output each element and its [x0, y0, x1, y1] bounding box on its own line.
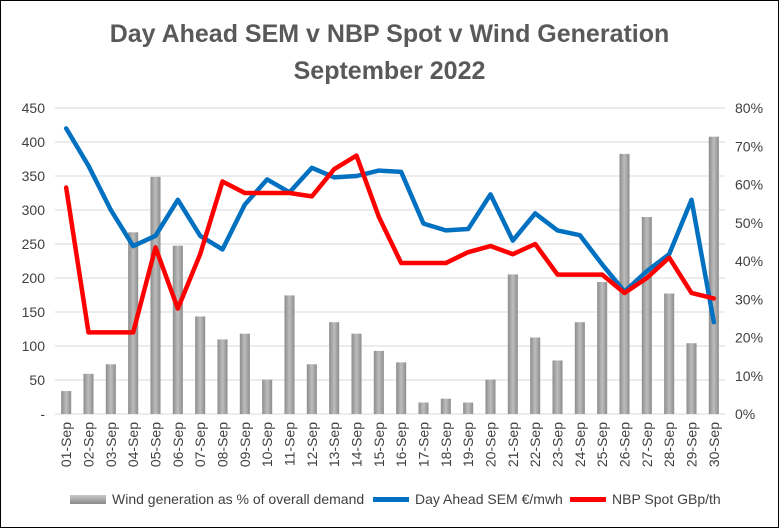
x-axis-tick-label: 23-Sep [550, 422, 566, 467]
right-axis-tick-label: 20% [735, 330, 763, 346]
x-axis-tick-label: 27-Sep [639, 422, 655, 467]
left-axis-tick-label: 300 [22, 202, 46, 218]
x-axis-tick-label: 30-Sep [706, 422, 722, 467]
left-axis-tick-label: 150 [22, 304, 46, 320]
bar-wind-generation [552, 360, 563, 414]
legend-label-nbp: NBP Spot GBp/th [612, 491, 721, 507]
legend-swatch-sem [373, 496, 409, 502]
left-axis-tick-label: 450 [22, 100, 46, 116]
x-axis-tick-label: 05-Sep [148, 422, 164, 467]
left-axis-tick-label: 50 [29, 372, 45, 388]
x-axis-tick-label: 25-Sep [594, 422, 610, 467]
bar-wind-generation [686, 343, 697, 414]
bar-wind-generation [239, 333, 250, 414]
right-axis-tick-label: 0% [735, 406, 755, 422]
line-nbp-spot [63, 153, 717, 335]
x-axis-tick-label: 24-Sep [572, 422, 588, 467]
x-axis-tick-label: 21-Sep [505, 422, 521, 467]
x-axis-tick-label: 17-Sep [416, 422, 432, 467]
legend-label-sem: Day Ahead SEM €/mwh [415, 491, 563, 507]
left-axis-tick-label: 400 [22, 134, 46, 150]
legend-swatch-wind [70, 494, 106, 504]
x-axis-tick-label: 07-Sep [192, 422, 208, 467]
left-axis-tick-label: 100 [22, 338, 46, 354]
x-axis-tick-label: 01-Sep [58, 422, 74, 467]
chart-title: Day Ahead SEM v NBP Spot v Wind Generati… [109, 20, 670, 48]
bar-wind-generation [530, 337, 541, 414]
bar-wind-generation [396, 362, 407, 414]
x-axis-tick-label: 13-Sep [326, 422, 342, 467]
left-axis-tick-label: - [40, 406, 45, 422]
x-axis-tick-label: 12-Sep [304, 422, 320, 467]
bar-wind-generation [664, 293, 675, 414]
right-axis-tick-label: 40% [735, 253, 763, 269]
x-axis-tick-label: 16-Sep [393, 422, 409, 467]
legend-item-nbp: NBP Spot GBp/th [570, 489, 721, 509]
x-axis-tick-label: 04-Sep [125, 422, 141, 467]
x-axis-tick-label: 09-Sep [237, 422, 253, 467]
bar-wind-generation [351, 333, 362, 414]
x-axis-tick-label: 29-Sep [684, 422, 700, 467]
left-axis-tick-label: 250 [22, 236, 46, 252]
x-axis-tick-label: 10-Sep [259, 422, 275, 467]
bar-wind-generation [128, 232, 139, 414]
bar-wind-generation [217, 339, 228, 414]
bar-wind-generation [306, 364, 317, 414]
right-axis-tick-label: 60% [735, 177, 763, 193]
bar-wind-generation [329, 322, 340, 414]
right-axis-tick-label: 10% [735, 368, 763, 384]
bar-wind-generation [418, 402, 429, 414]
x-axis-tick-label: 15-Sep [371, 422, 387, 467]
bar-wind-generation [619, 153, 630, 414]
x-axis-tick-label: 20-Sep [483, 422, 499, 467]
bar-wind-generation [597, 282, 608, 414]
legend-swatch-nbp [570, 496, 606, 502]
x-axis-tick-label: 08-Sep [215, 422, 231, 467]
right-axis-tick-label: 70% [735, 138, 763, 154]
x-axis-tick-label: 18-Sep [438, 422, 454, 467]
chart-subtitle: September 2022 [293, 57, 486, 85]
bar-wind-generation [708, 136, 719, 414]
line-day-ahead-sem [63, 126, 717, 325]
x-axis-tick-label: 19-Sep [460, 422, 476, 467]
x-axis-tick-label: 14-Sep [349, 422, 365, 467]
left-axis-tick-label: 350 [22, 168, 46, 184]
x-axis-tick-label: 06-Sep [170, 422, 186, 467]
legend-label-wind: Wind generation as % of overall demand [112, 491, 365, 507]
bar-wind-generation [463, 402, 474, 414]
bar-wind-generation [150, 176, 161, 414]
x-axis-tick-label: 03-Sep [103, 422, 119, 467]
bar-wind-generation [507, 274, 518, 414]
right-axis-tick-label: 30% [735, 291, 763, 307]
x-axis-tick-label: 22-Sep [527, 422, 543, 467]
legend-item-wind: Wind generation as % of overall demand [70, 489, 364, 509]
bar-wind-generation [262, 379, 273, 414]
bar-wind-generation [641, 217, 652, 414]
x-axis-tick-label: 28-Sep [661, 422, 677, 467]
bar-wind-generation [284, 295, 295, 414]
left-axis-tick-label: 200 [22, 270, 46, 286]
x-axis-tick-label: 11-Sep [282, 422, 298, 466]
bar-wind-generation [485, 379, 496, 414]
bar-wind-generation [172, 245, 183, 414]
x-axis-tick-label: 26-Sep [617, 422, 633, 467]
bar-wind-generation [373, 350, 384, 414]
bar-wind-generation [61, 391, 72, 414]
bar-wind-generation [83, 373, 94, 414]
right-axis-tick-label: 80% [735, 100, 763, 116]
bar-wind-generation [440, 398, 451, 414]
right-axis-tick-label: 50% [735, 215, 763, 231]
bar-wind-generation [105, 364, 116, 414]
bar-wind-generation [574, 322, 585, 414]
bar-wind-generation [195, 316, 206, 414]
x-axis-tick-label: 02-Sep [81, 422, 97, 467]
legend-item-sem: Day Ahead SEM €/mwh [373, 489, 563, 509]
